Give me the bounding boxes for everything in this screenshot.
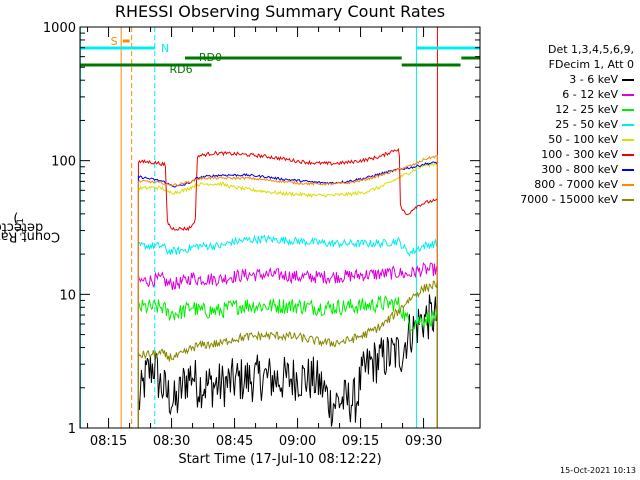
legend-entry-label: 7000 - 15000 keV <box>520 193 618 206</box>
count-rate-series <box>137 148 438 428</box>
series-line <box>137 160 438 428</box>
legend-entry: 100 - 300 keV <box>484 147 634 162</box>
series-line <box>137 148 438 428</box>
chart-title: RHESSI Observing Summary Count Rates <box>114 2 446 21</box>
footer-timestamp: 15-Oct-2021 10:13 <box>560 466 636 475</box>
legend-entry-label: 3 - 6 keV <box>569 73 618 86</box>
y-tick-label: 100 <box>51 155 76 170</box>
x-tick-label: 09:30 <box>405 434 442 449</box>
legend-entry: 6 - 12 keV <box>484 87 634 102</box>
legend-entry: 50 - 100 keV <box>484 132 634 147</box>
legend-entry-label: 800 - 7000 keV <box>534 178 618 191</box>
observing-bar-label: RD0 <box>199 51 222 64</box>
observing-bar-label: S <box>111 35 118 48</box>
y-tick-label: 10 <box>59 288 76 303</box>
x-tick-label: 08:15 <box>90 434 127 449</box>
legend-swatch <box>622 198 634 201</box>
legend-entry: 7000 - 15000 keV <box>484 192 634 207</box>
legend-swatch <box>622 183 634 186</box>
legend-entry-label: 12 - 25 keV <box>555 103 618 116</box>
observing-bar-label: N <box>161 42 169 55</box>
legend-swatch <box>622 78 634 81</box>
y-tick-label: 1000 <box>43 21 76 36</box>
x-axis-label: Start Time (17-Jul-10 08:12:22) <box>178 452 382 467</box>
series-line <box>137 294 438 428</box>
legend-header-line: FDecim 1, Att 0 <box>548 58 634 71</box>
x-tick-label: 09:00 <box>279 434 316 449</box>
legend-entry: 800 - 7000 keV <box>484 177 634 192</box>
observing-state-bars: S N RD0 RD6 <box>80 35 480 76</box>
y-tick-label: 1 <box>68 422 76 437</box>
legend-swatch <box>622 108 634 111</box>
legend-entry: 3 - 6 keV <box>484 72 634 87</box>
legend-entry: 300 - 800 keV <box>484 162 634 177</box>
legend-entry-label: 100 - 300 keV <box>541 148 618 161</box>
legend-entry-label: 25 - 50 keV <box>555 118 618 131</box>
legend-entry-label: 300 - 800 keV <box>541 163 618 176</box>
series-line <box>137 295 438 428</box>
axes: 1 10 100 1000 08:15 08:30 08:45 09:00 09:15 09:30 <box>43 21 481 449</box>
series-line <box>137 154 438 428</box>
observing-bar-label: RD6 <box>169 63 192 76</box>
plot-frame <box>79 26 481 429</box>
x-tick-label: 08:30 <box>153 434 190 449</box>
legend-swatch <box>622 153 634 156</box>
legend-swatch <box>622 168 634 171</box>
series-line <box>137 279 438 428</box>
x-tick-label: 08:45 <box>216 434 253 449</box>
legend-swatch <box>622 138 634 141</box>
series-line <box>137 262 438 428</box>
legend-swatch <box>622 123 634 126</box>
legend-entry: 12 - 25 keV <box>484 102 634 117</box>
series-line <box>137 161 438 428</box>
legend-swatch <box>622 93 634 96</box>
x-tick-label: 09:15 <box>342 434 379 449</box>
legend-entry: 25 - 50 keV <box>484 117 634 132</box>
legend-entry-label: 50 - 100 keV <box>548 133 618 146</box>
legend-header-line: Det 1,3,4,5,6,9, <box>547 43 634 56</box>
legend-entry-label: 6 - 12 keV <box>562 88 618 101</box>
legend: Det 1,3,4,5,6,9, FDecim 1, Att 0 3 - 6 k… <box>484 42 634 207</box>
series-line <box>137 234 438 428</box>
